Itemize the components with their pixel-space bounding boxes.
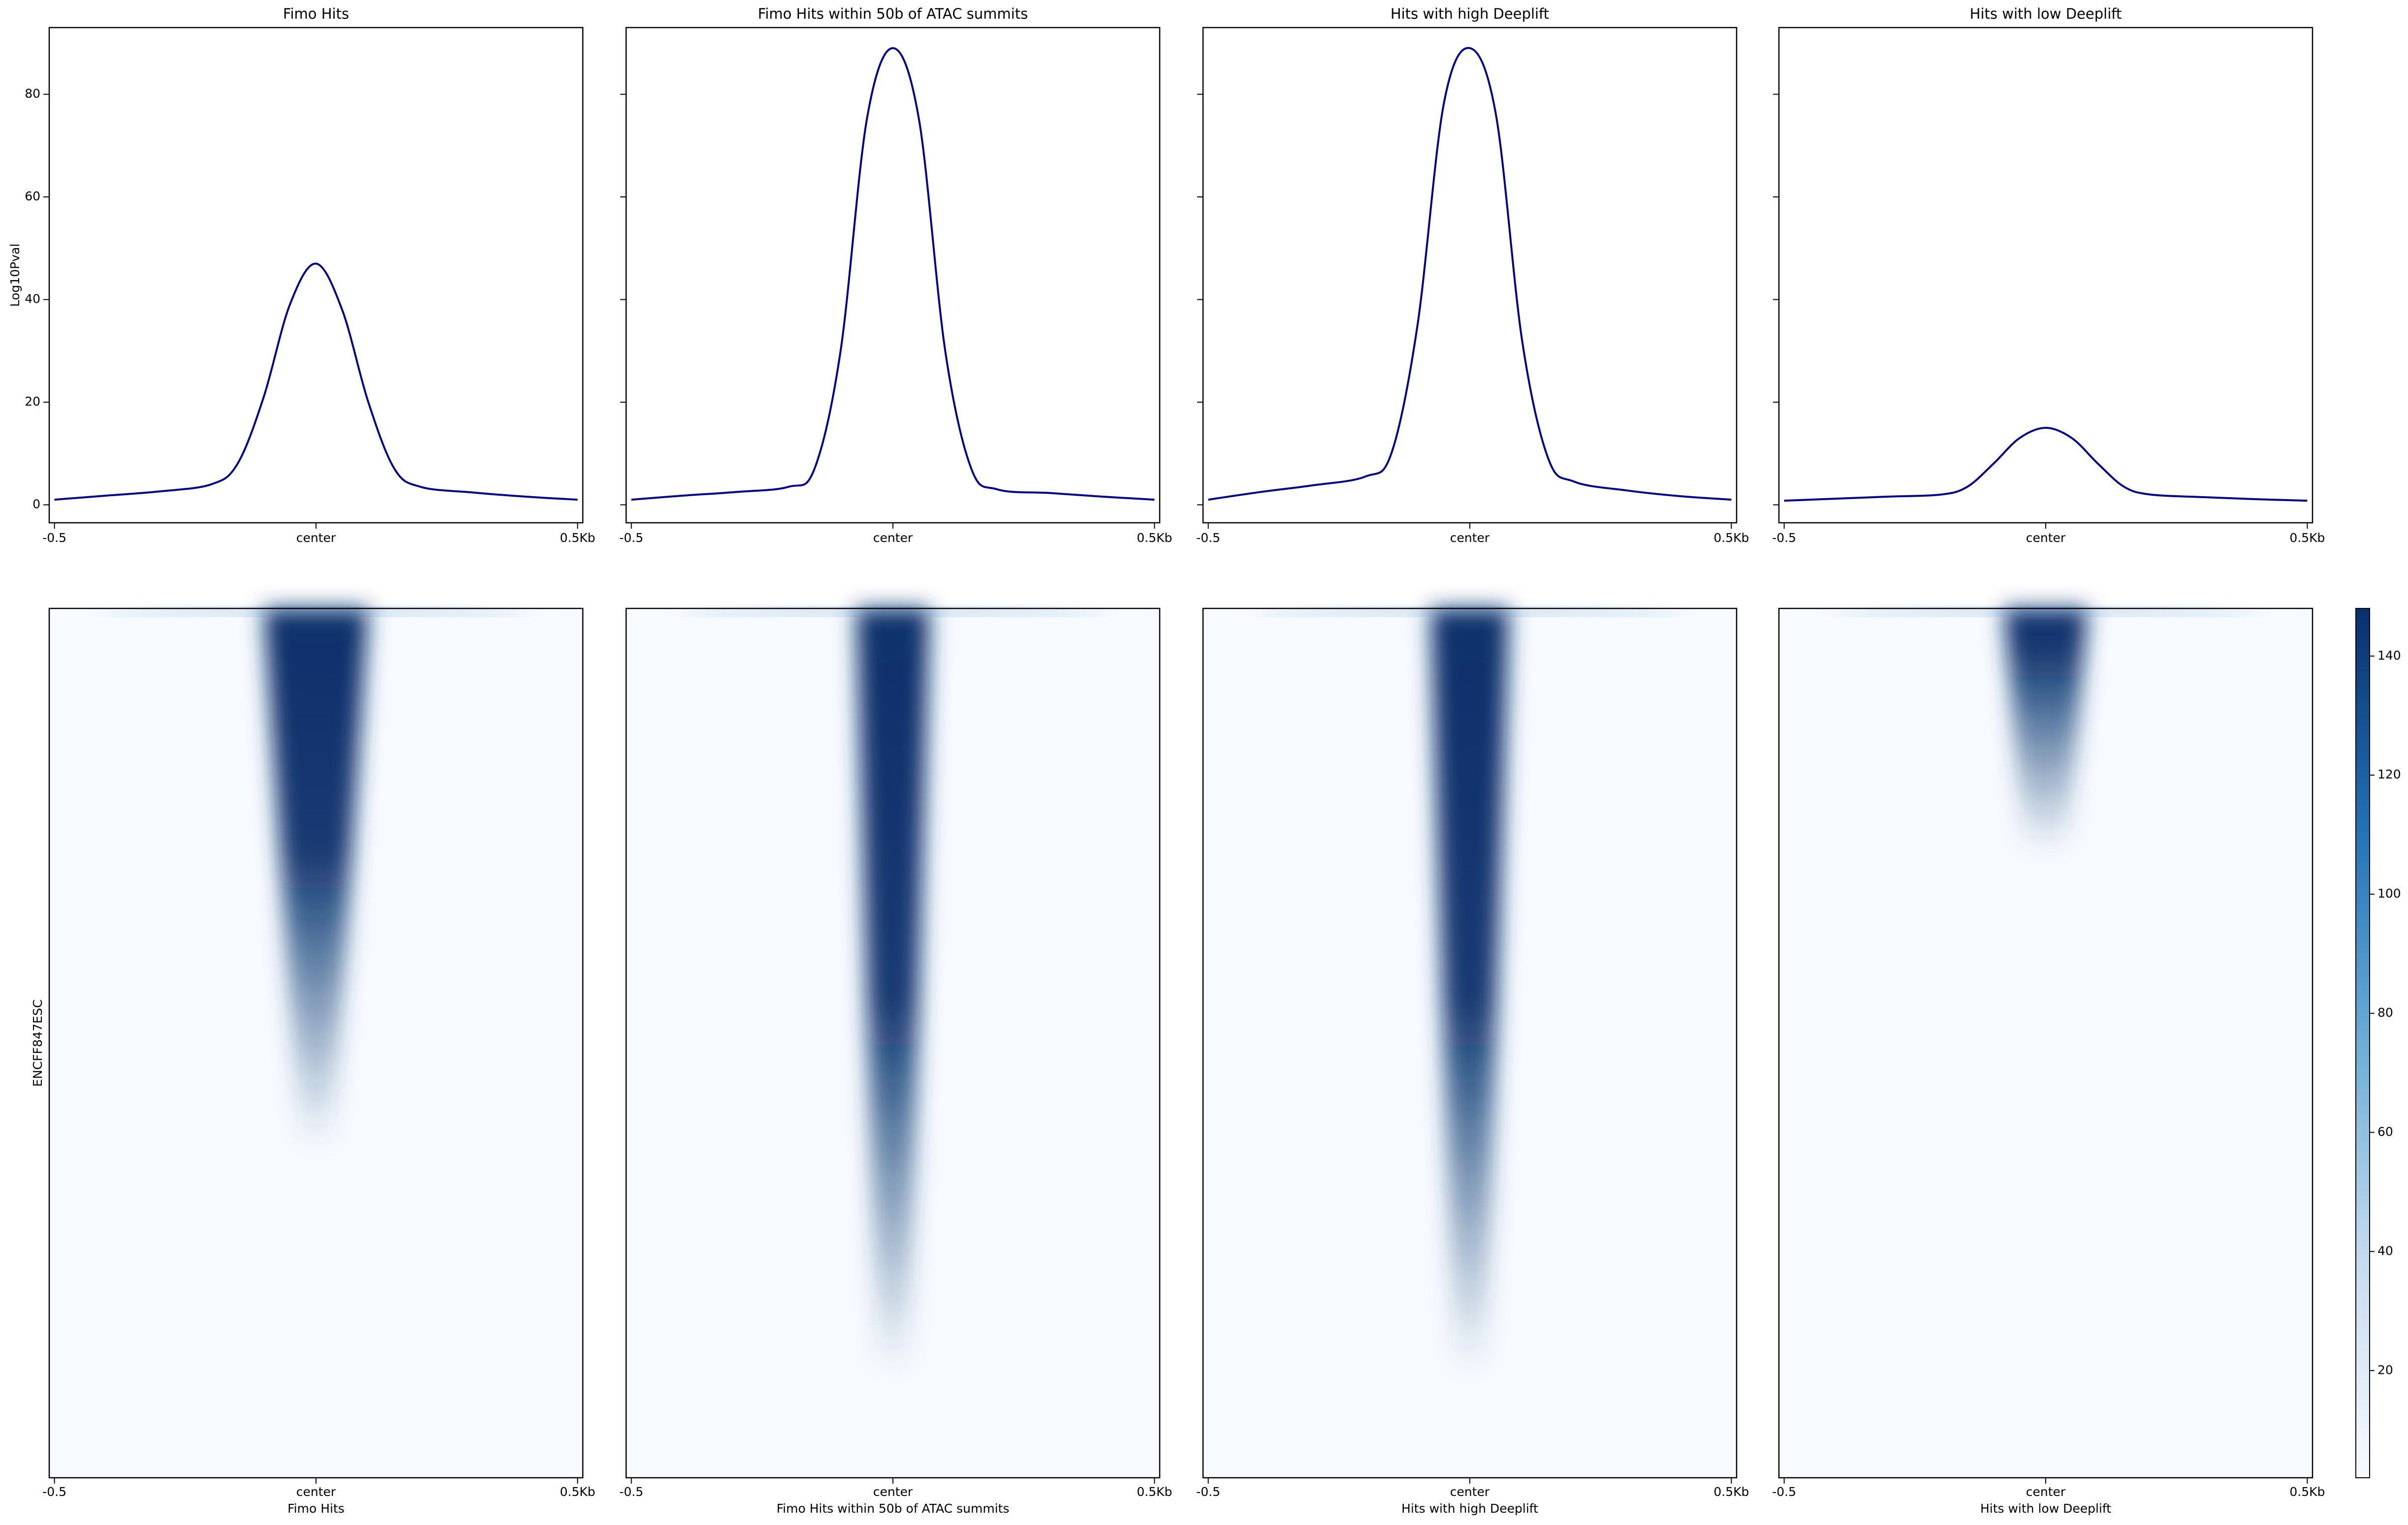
colorbar: [2355, 608, 2370, 1478]
panel-title: Fimo Hits within 50b of ATAC summits: [758, 5, 1028, 22]
heatmap-frame: [1778, 607, 2313, 1479]
panel-title: Fimo Hits: [283, 5, 349, 22]
colorbar-tick-label: 40: [2377, 1243, 2393, 1258]
heatmap-x-tick-label: 0.5Kb: [1713, 1485, 1749, 1499]
y-axis-label: Log10Pval: [8, 244, 22, 307]
heatmap-x-tick-label: -0.5: [42, 1485, 66, 1499]
y-tick-label: 20: [25, 394, 40, 409]
x-tick-label: center: [873, 531, 913, 545]
heatmap-x-label: Fimo Hits: [287, 1501, 345, 1516]
profile-line: [631, 47, 1155, 501]
profile-line: [1784, 427, 2308, 502]
heatmap-x-tick-label: -0.5: [1772, 1485, 1796, 1499]
x-tick-label: center: [1450, 531, 1490, 545]
heatmap-x-tick-label: center: [296, 1485, 336, 1499]
profile-line: [54, 262, 578, 501]
heatmap-signal: [263, 608, 369, 1147]
x-tick-label: 0.5Kb: [560, 531, 595, 545]
heatmap-x-tick-label: -0.5: [619, 1485, 643, 1499]
plot-frame: [48, 27, 584, 524]
heatmap-signal: [1430, 608, 1509, 1374]
x-tick-label: -0.5: [619, 531, 643, 545]
y-tick-label: 80: [25, 87, 40, 101]
heatmap-x-label: Hits with high Deeplift: [1401, 1501, 1538, 1516]
heatmap-frame: [625, 607, 1161, 1479]
x-tick-label: -0.5: [1196, 531, 1220, 545]
heatmap-y-label: ENCFF847ESC: [31, 999, 45, 1087]
x-tick-label: 0.5Kb: [2289, 531, 2325, 545]
heatmap-x-tick-label: 0.5Kb: [560, 1485, 595, 1499]
y-tick-label: 60: [25, 189, 40, 203]
heatmap-x-tick-label: 0.5Kb: [1137, 1485, 1172, 1499]
x-tick-label: center: [2026, 531, 2066, 545]
heatmap-frame: [48, 607, 584, 1479]
x-tick-label: -0.5: [1772, 531, 1796, 545]
colorbar-tick-label: 140: [2377, 648, 2401, 663]
profile-line: [1208, 47, 1732, 501]
heatmap-x-tick-label: 0.5Kb: [2289, 1485, 2325, 1499]
x-tick-label: 0.5Kb: [1137, 531, 1172, 545]
plot-frame: [625, 27, 1161, 524]
y-tick-label: 0: [32, 497, 40, 511]
x-tick-label: center: [296, 531, 336, 545]
heatmap-x-label: Fimo Hits within 50b of ATAC summits: [777, 1501, 1010, 1516]
heatmap-x-tick-label: center: [873, 1485, 913, 1499]
plot-frame: [1778, 27, 2313, 524]
heatmap-frame: [1202, 607, 1738, 1479]
heatmap-signal: [856, 608, 930, 1374]
panel-title: Hits with low Deeplift: [1970, 5, 2122, 22]
heatmap-x-tick-label: center: [1450, 1485, 1490, 1499]
y-tick-label: 40: [25, 292, 40, 306]
colorbar-tick-label: 80: [2377, 1006, 2393, 1020]
x-tick-label: 0.5Kb: [1713, 531, 1749, 545]
colorbar-tick-label: 120: [2377, 767, 2401, 782]
heatmap-signal: [2003, 608, 2088, 852]
panel-title: Hits with high Deeplift: [1391, 5, 1549, 22]
heatmap-x-tick-label: center: [2026, 1485, 2066, 1499]
plot-frame: [1202, 27, 1738, 524]
colorbar-tick-label: 60: [2377, 1124, 2393, 1139]
x-tick-label: -0.5: [42, 531, 66, 545]
colorbar-tick-label: 100: [2377, 887, 2401, 901]
colorbar-tick-label: 20: [2377, 1363, 2393, 1377]
heatmap-x-label: Hits with low Deeplift: [1980, 1501, 2111, 1516]
heatmap-x-tick-label: -0.5: [1196, 1485, 1220, 1499]
